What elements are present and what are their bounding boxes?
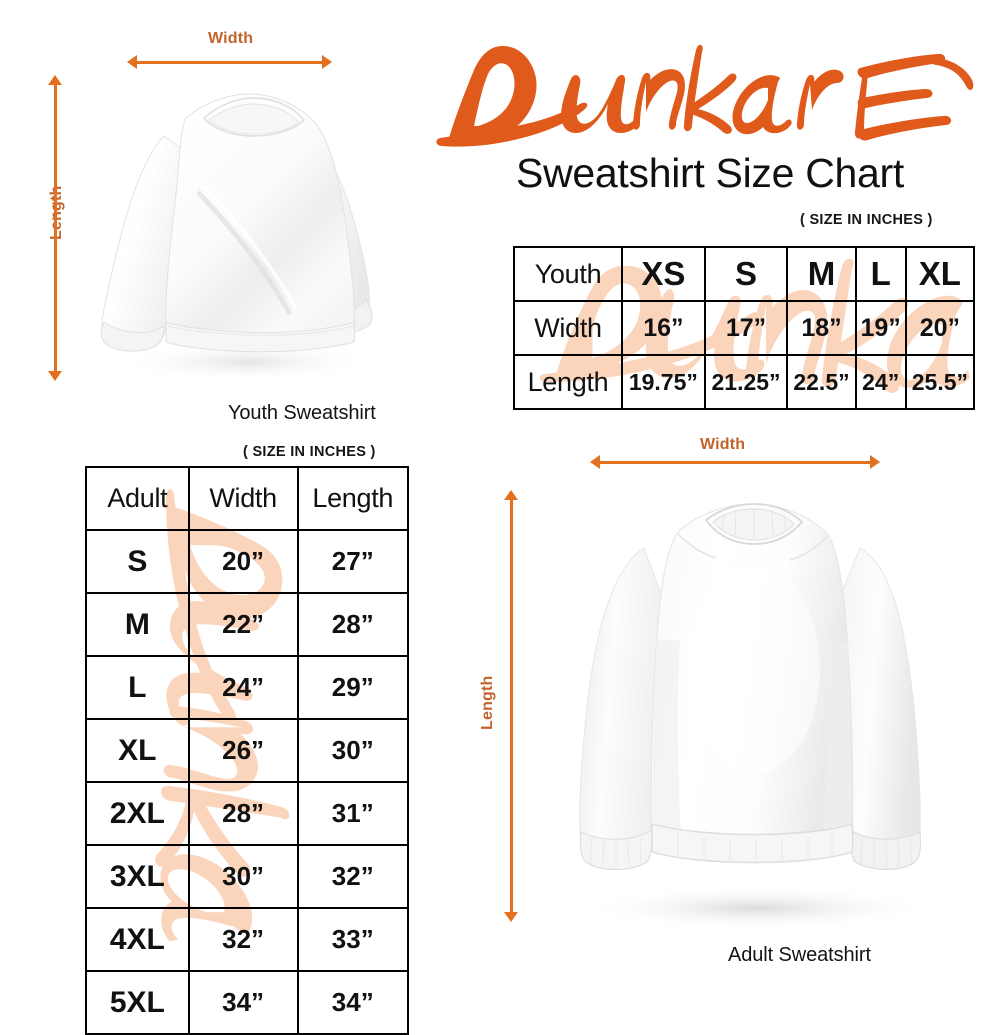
adult-width-m: 22” bbox=[187, 592, 299, 657]
table-row: 3XL 30” 32” bbox=[85, 844, 410, 909]
arrow-head-bottom bbox=[504, 912, 518, 922]
adult-length-s: 27” bbox=[296, 529, 410, 594]
arrow-head-left bbox=[127, 55, 137, 69]
adult-width-3xl: 30” bbox=[187, 844, 299, 909]
table-row: 5XL 34” 34” bbox=[85, 970, 410, 1035]
adult-width-2xl: 28” bbox=[187, 781, 299, 846]
adult-length-2xl: 31” bbox=[296, 781, 410, 846]
youth-width-xl: 20” bbox=[904, 300, 976, 356]
adult-width-label: Width bbox=[700, 436, 746, 453]
arrow-head-right bbox=[322, 55, 332, 69]
youth-size-m: M bbox=[786, 246, 857, 302]
arrow-head-top bbox=[48, 75, 62, 85]
table-row-header: Adult Width Length bbox=[85, 466, 410, 531]
arrow-head-right bbox=[870, 455, 880, 469]
adult-length-5xl: 34” bbox=[296, 970, 410, 1035]
adult-width-xl: 26” bbox=[187, 718, 299, 783]
table-row: XL 26” 30” bbox=[85, 718, 410, 783]
adult-length-label: Length bbox=[479, 675, 496, 730]
adult-size-2xl: 2XL bbox=[85, 781, 190, 846]
arrow-shaft bbox=[597, 461, 873, 464]
adult-width-s: 20” bbox=[187, 529, 299, 594]
youth-size-xl: XL bbox=[904, 246, 976, 302]
adult-size-3xl: 3XL bbox=[85, 844, 190, 909]
youth-size-table: Youth XS S M L XL Width 16” 17” 18” 19” … bbox=[513, 246, 976, 410]
youth-width-row-label: Width bbox=[513, 300, 623, 356]
youth-sweatshirt-image bbox=[78, 76, 408, 386]
adult-header-length: Length bbox=[296, 466, 410, 531]
adult-size-s: S bbox=[85, 529, 190, 594]
size-chart-canvas: Width Length bbox=[48, 30, 990, 1035]
arrow-head-left bbox=[590, 455, 600, 469]
table-row: M 22” 28” bbox=[85, 592, 410, 657]
table-row: L 24” 29” bbox=[85, 655, 410, 720]
adult-length-l: 29” bbox=[296, 655, 410, 720]
youth-length-xs: 19.75” bbox=[621, 354, 706, 410]
arrow-shaft bbox=[134, 61, 325, 64]
youth-width-arrow bbox=[127, 55, 332, 69]
dunkare-logo bbox=[430, 34, 990, 154]
youth-corner-label: Youth bbox=[513, 246, 623, 302]
adult-header-width: Width bbox=[187, 466, 299, 531]
youth-size-xs: XS bbox=[621, 246, 706, 302]
youth-sweatshirt-caption: Youth Sweatshirt bbox=[228, 402, 376, 424]
page-title: Sweatshirt Size Chart bbox=[516, 150, 904, 196]
youth-width-label: Width bbox=[208, 30, 254, 47]
adult-length-arrow bbox=[504, 490, 518, 922]
arrow-head-bottom bbox=[48, 371, 62, 381]
table-row: S 20” 27” bbox=[85, 529, 410, 594]
adult-header-size: Adult bbox=[85, 466, 190, 531]
arrow-shaft bbox=[510, 497, 513, 915]
adult-width-l: 24” bbox=[187, 655, 299, 720]
table-row-youth-width: Width 16” 17” 18” 19” 20” bbox=[513, 300, 976, 356]
arrow-shaft bbox=[54, 82, 57, 374]
youth-width-s: 17” bbox=[703, 300, 789, 356]
youth-length-l: 24” bbox=[854, 354, 907, 410]
arrow-head-top bbox=[504, 490, 518, 500]
adult-units-note: ( SIZE IN INCHES ) bbox=[243, 444, 376, 460]
adult-sweatshirt-image bbox=[540, 480, 970, 935]
youth-size-s: S bbox=[703, 246, 789, 302]
adult-size-table: Adult Width Length S 20” 27” M 22” 28” L… bbox=[85, 466, 410, 1035]
adult-length-xl: 30” bbox=[296, 718, 410, 783]
adult-size-5xl: 5XL bbox=[85, 970, 190, 1035]
table-row: 2XL 28” 31” bbox=[85, 781, 410, 846]
youth-units-note: ( SIZE IN INCHES ) bbox=[800, 212, 933, 228]
adult-size-4xl: 4XL bbox=[85, 907, 190, 972]
adult-width-5xl: 34” bbox=[187, 970, 299, 1035]
youth-width-m: 18” bbox=[786, 300, 857, 356]
adult-size-xl: XL bbox=[85, 718, 190, 783]
youth-length-m: 22.5” bbox=[786, 354, 857, 410]
youth-length-row-label: Length bbox=[513, 354, 623, 410]
adult-length-4xl: 33” bbox=[296, 907, 410, 972]
adult-width-4xl: 32” bbox=[187, 907, 299, 972]
youth-width-l: 19” bbox=[854, 300, 907, 356]
adult-size-m: M bbox=[85, 592, 190, 657]
youth-length-arrow bbox=[48, 75, 62, 381]
adult-sweatshirt-caption: Adult Sweatshirt bbox=[728, 944, 871, 966]
youth-length-s: 21.25” bbox=[703, 354, 789, 410]
adult-length-m: 28” bbox=[296, 592, 410, 657]
youth-width-xs: 16” bbox=[621, 300, 706, 356]
youth-size-l: L bbox=[854, 246, 907, 302]
youth-length-xl: 25.5” bbox=[904, 354, 976, 410]
table-row: 4XL 32” 33” bbox=[85, 907, 410, 972]
adult-length-3xl: 32” bbox=[296, 844, 410, 909]
table-row-youth-length: Length 19.75” 21.25” 22.5” 24” 25.5” bbox=[513, 354, 976, 410]
adult-size-l: L bbox=[85, 655, 190, 720]
table-row-header: Youth XS S M L XL bbox=[513, 246, 976, 302]
adult-width-arrow bbox=[590, 455, 880, 469]
